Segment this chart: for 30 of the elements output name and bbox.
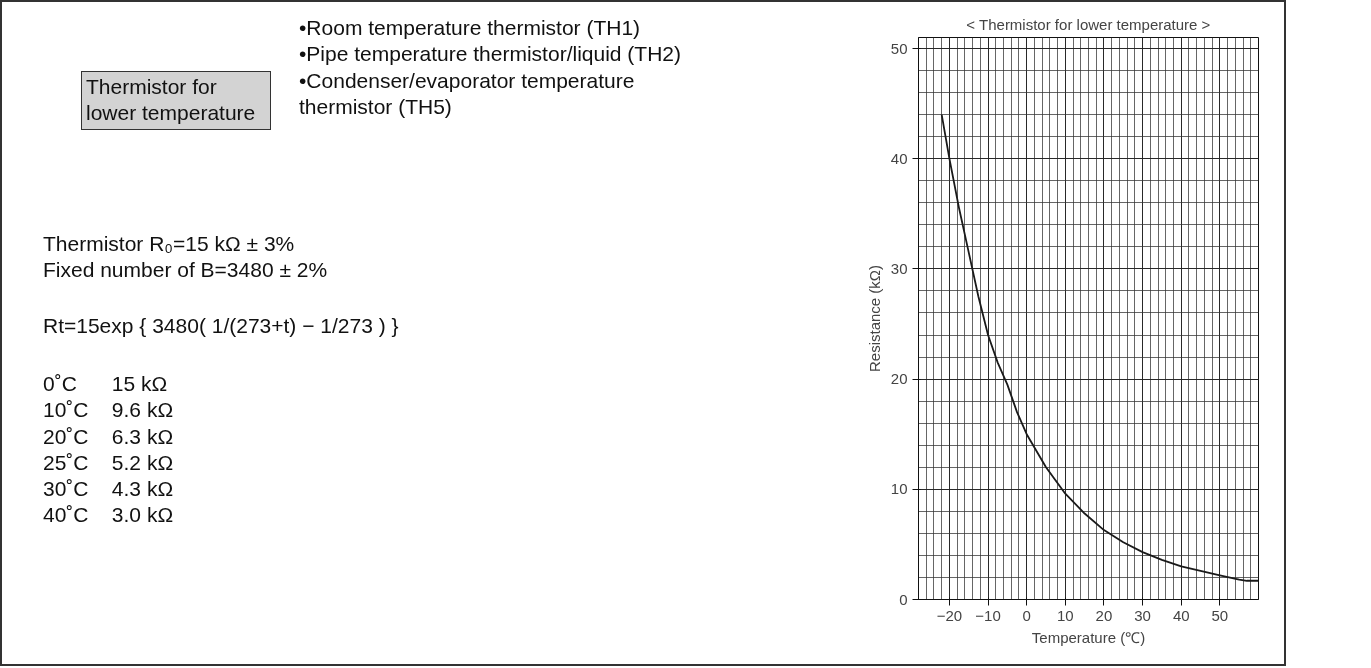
text: 10˚C 9.6 kΩ (43, 397, 175, 424)
text: 30˚C 4.3 kΩ (43, 476, 175, 502)
x-tick-label: 10 (1056, 606, 1074, 624)
text: Fixed number of B=3480 ± 2% (43, 257, 329, 284)
x-tick-label: −20 (936, 606, 963, 624)
text: Thermistor for lower temperature (81, 71, 271, 130)
text: 25˚C 5.2 kΩ (43, 449, 175, 476)
text: 20˚C 6.3 kΩ (43, 423, 175, 450)
chart-title: < Thermistor for lower temperature > (966, 15, 1211, 33)
x-tick-label: −10 (975, 606, 1001, 624)
x-tick-label: 20 (1095, 606, 1113, 624)
y-tick-label: 10 (890, 480, 908, 498)
text: •Pipe temperature thermistor/liquid (TH2) (299, 41, 682, 68)
text: •Condenser/evaporator temperature thermistor (TH5) (299, 67, 636, 120)
text: •Room temperature thermistor (TH1) (299, 15, 642, 41)
y-axis-title: Resistance (kΩ) (865, 264, 883, 373)
x-axis-title: Temperature (℃) (1031, 628, 1146, 646)
x-tick-label: 40 (1172, 606, 1190, 624)
y-tick-label: 30 (890, 259, 908, 277)
text: 40˚C 3.0 kΩ (43, 502, 175, 529)
y-tick-label: 50 (890, 39, 908, 57)
x-tick-label: 50 (1211, 606, 1229, 624)
y-tick-label: 20 (890, 370, 908, 388)
x-tick-label: 30 (1134, 606, 1151, 624)
y-tick-label: 0 (899, 590, 908, 608)
x-tick-label: 0 (1022, 606, 1031, 624)
text: Thermistor R₀=15 kΩ ± 3% (43, 231, 296, 257)
text: 0˚C 15 kΩ (43, 371, 169, 397)
y-tick-label: 40 (890, 149, 908, 167)
text: Rt=15exp { 3480( 1/(273+t) − 1/273 ) } (43, 313, 400, 339)
